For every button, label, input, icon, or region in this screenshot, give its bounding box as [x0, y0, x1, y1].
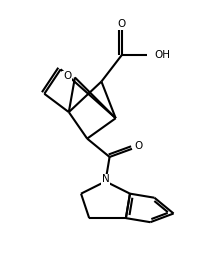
- Text: O: O: [118, 19, 126, 29]
- Text: O: O: [63, 72, 71, 81]
- Text: OH: OH: [154, 50, 170, 60]
- Text: O: O: [134, 141, 142, 151]
- Text: N: N: [102, 174, 109, 184]
